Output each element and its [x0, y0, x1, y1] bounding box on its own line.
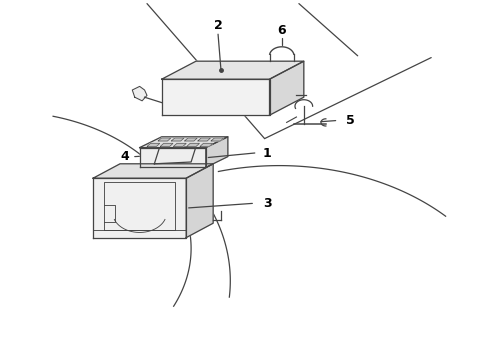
- Polygon shape: [198, 138, 210, 141]
- Polygon shape: [93, 164, 213, 178]
- Polygon shape: [173, 143, 186, 147]
- Polygon shape: [185, 138, 197, 141]
- Polygon shape: [162, 61, 304, 79]
- Polygon shape: [158, 138, 171, 141]
- Polygon shape: [270, 61, 304, 115]
- Text: 5: 5: [346, 114, 355, 127]
- Polygon shape: [160, 143, 173, 147]
- Text: 3: 3: [263, 197, 271, 210]
- Polygon shape: [93, 178, 186, 238]
- Polygon shape: [186, 164, 213, 238]
- Polygon shape: [206, 137, 228, 167]
- Polygon shape: [211, 138, 223, 141]
- Polygon shape: [147, 143, 160, 147]
- Text: 6: 6: [277, 24, 286, 37]
- Text: 1: 1: [263, 147, 271, 159]
- Polygon shape: [172, 138, 184, 141]
- Text: 4: 4: [121, 150, 129, 163]
- Polygon shape: [200, 143, 213, 147]
- Polygon shape: [154, 147, 196, 164]
- Polygon shape: [140, 148, 206, 167]
- Polygon shape: [162, 79, 270, 115]
- Polygon shape: [187, 143, 199, 147]
- Text: 2: 2: [214, 19, 222, 32]
- Polygon shape: [140, 137, 228, 148]
- Polygon shape: [132, 86, 147, 101]
